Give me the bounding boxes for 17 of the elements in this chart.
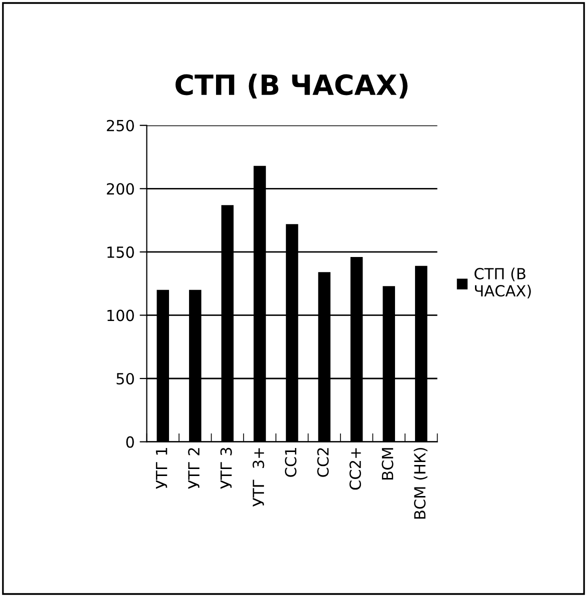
y-tick-label: 0: [126, 436, 134, 448]
x-tick-label: СС1: [284, 448, 296, 477]
chart-title: СТП (В ЧАСАХ): [176, 74, 408, 98]
x-tick-label: СС2+: [349, 448, 362, 490]
x-tick-label: ВСМ: [382, 448, 394, 480]
x-tick-label: УТГ 3: [220, 448, 232, 489]
y-tick-label: 150: [107, 246, 134, 258]
y-tick-label: 250: [106, 120, 134, 132]
y-tick-label: 100: [107, 310, 134, 322]
y-tick-label: 200: [106, 183, 134, 195]
legend-label: СТП (В ЧАСАХ): [474, 268, 531, 298]
x-tick-label: СС2: [317, 448, 329, 477]
x-tick-label: УТГ 3+: [252, 448, 264, 507]
x-tick-label: УТГ 1: [156, 448, 168, 489]
x-tick-label: ВСМ (НК): [414, 448, 428, 519]
x-tick-label: УТГ 2: [188, 448, 200, 489]
y-tick-label: 50: [116, 372, 134, 385]
